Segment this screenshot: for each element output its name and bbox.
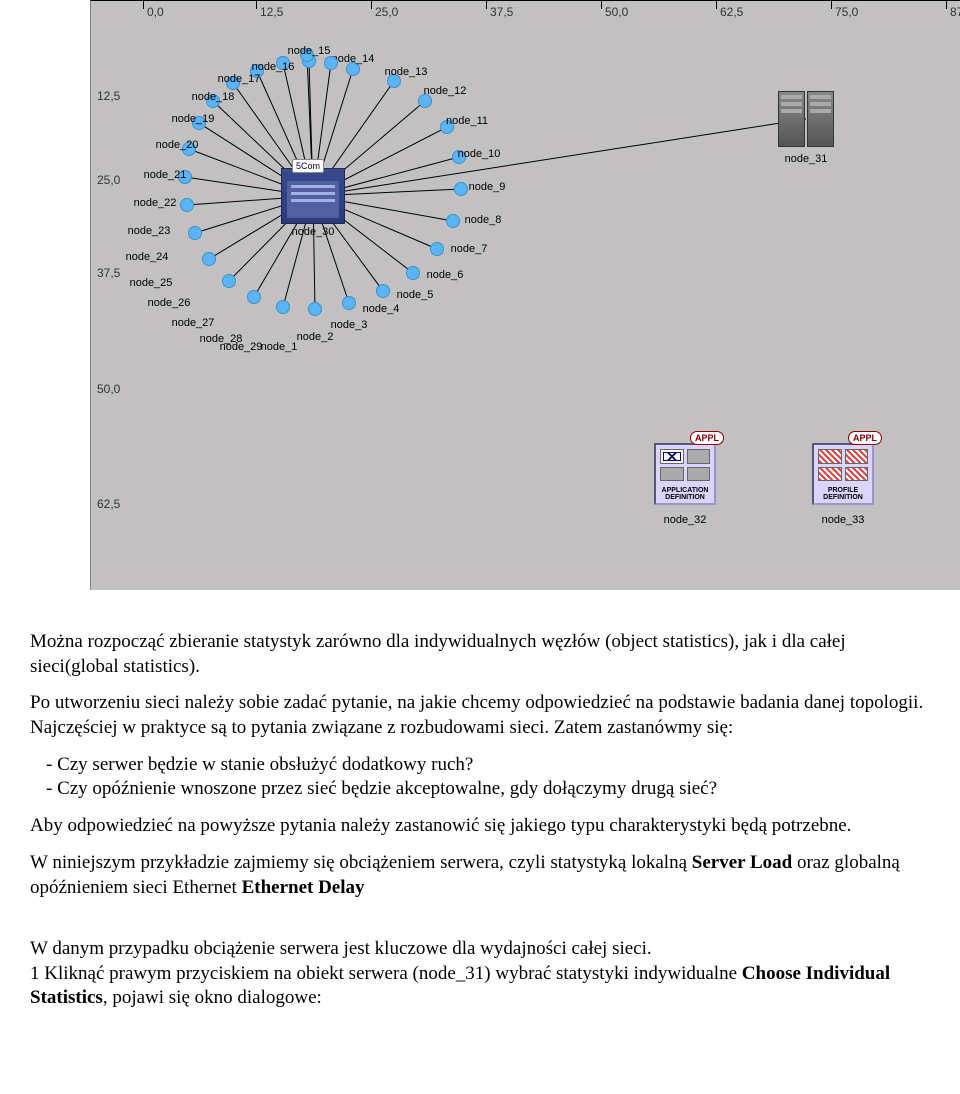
ring-node-label: node_6: [427, 269, 464, 281]
application-definition-node[interactable]: APPLAPPLICATION DEFINITION: [654, 443, 716, 505]
ring-node[interactable]: [430, 242, 444, 256]
para-2: Po utworzeniu sieci należy sobie zadać p…: [30, 691, 930, 740]
ring-node[interactable]: [247, 290, 261, 304]
ring-node[interactable]: [454, 182, 468, 196]
ring-node-label: node_3: [331, 319, 368, 331]
hub-label: node_30: [292, 226, 335, 238]
ring-node-label: node_8: [465, 214, 502, 226]
ring-node[interactable]: [324, 56, 338, 70]
ring-node[interactable]: [180, 198, 194, 212]
ring-node-label: node_5: [397, 289, 434, 301]
hub-badge: 5Com: [292, 159, 324, 173]
ring-node-label: node_1: [261, 341, 298, 353]
ring-node[interactable]: [376, 284, 390, 298]
def-text: PROFILE DEFINITION: [814, 485, 872, 501]
ruler-y-label: 50,0: [97, 382, 120, 396]
def-text: APPLICATION DEFINITION: [656, 485, 714, 501]
appl-badge: APPL: [690, 431, 724, 445]
def-label: node_32: [664, 514, 707, 526]
ring-node[interactable]: [222, 274, 236, 288]
para-5: W danym przypadku obciążenie serwera jes…: [30, 912, 930, 1011]
server-label: node_31: [785, 153, 828, 165]
appl-badge: APPL: [848, 431, 882, 445]
ring-node-label: node_10: [458, 148, 501, 160]
ring-node[interactable]: [202, 252, 216, 266]
ruler-y-label: 25,0: [97, 173, 120, 187]
ring-node-label: node_11: [446, 115, 488, 127]
profile-definition-node[interactable]: APPLPROFILE DEFINITION: [812, 443, 874, 505]
ring-node-label: node_12: [424, 85, 467, 97]
ring-node-label: node_22: [134, 197, 177, 209]
ring-node-label: node_21: [144, 169, 187, 181]
ring-node[interactable]: [342, 296, 356, 310]
bullet-1: - Czy serwer będzie w stanie obsłużyć do…: [30, 753, 930, 778]
article-text: Można rozpocząć zbieranie statystyk zaró…: [0, 590, 960, 1053]
ruler-x-label: 25,0: [375, 5, 398, 19]
ruler-y-label: 37,5: [97, 266, 120, 280]
ring-node-label: node_26: [148, 297, 191, 309]
ruler-x-label: 37,5: [490, 5, 513, 19]
def-label: node_33: [822, 514, 865, 526]
ring-node-label: node_18: [192, 91, 235, 103]
ring-node-label: node_2: [297, 331, 334, 343]
ring-node-label: node_4: [363, 303, 400, 315]
ring-node-label: node_13: [385, 66, 428, 78]
ring-node-label: node_20: [156, 139, 199, 151]
ring-node[interactable]: [446, 214, 460, 228]
ring-node[interactable]: [276, 300, 290, 314]
hub-node[interactable]: 5Com: [281, 168, 345, 224]
ruler-x-label: 62,5: [720, 5, 743, 19]
ring-node[interactable]: [406, 266, 420, 280]
ruler-x-label: 75,0: [835, 5, 858, 19]
ruler-x-label: 0,0: [147, 5, 164, 19]
server-node[interactable]: [778, 91, 834, 147]
ruler-x-label: 50,0: [605, 5, 628, 19]
bullet-2: - Czy opóźnienie wnoszone przez sieć będ…: [30, 777, 930, 802]
ring-node-label: node_28: [200, 333, 243, 345]
ring-node[interactable]: [308, 302, 322, 316]
ring-node-label: node_25: [130, 277, 173, 289]
ring-node-label: node_7: [451, 243, 488, 255]
ring-node-label: node_19: [172, 113, 215, 125]
para-1: Można rozpocząć zbieranie statystyk zaró…: [30, 630, 930, 679]
ring-node-label: node_17: [218, 73, 261, 85]
ruler-x-label: 87,5: [950, 5, 960, 19]
workspace-canvas[interactable]: 0,0 12,5 25,0 37,5 50,0 62,5 75,0 87,5 12,5 25,0 3…: [0, 0, 960, 590]
ring-node-label: node_15: [288, 45, 331, 57]
ruler-x-label: 12,5: [260, 5, 283, 19]
ring-node-label: node_16: [252, 61, 295, 73]
ring-node-label: node_23: [128, 225, 171, 237]
ring-node-label: node_14: [332, 53, 375, 65]
ring-node-label: node_27: [172, 317, 215, 329]
ruler-y-label: 12,5: [97, 89, 120, 103]
ring-node-label: node_24: [126, 251, 169, 263]
ruler-y-label: 62,5: [97, 497, 120, 511]
para-4: W niniejszym przykładzie zajmiemy się ob…: [30, 851, 930, 900]
ring-node-label: node_9: [469, 181, 506, 193]
ring-node[interactable]: [188, 226, 202, 240]
para-3: Aby odpowiedzieć na powyższe pytania nal…: [30, 814, 930, 839]
